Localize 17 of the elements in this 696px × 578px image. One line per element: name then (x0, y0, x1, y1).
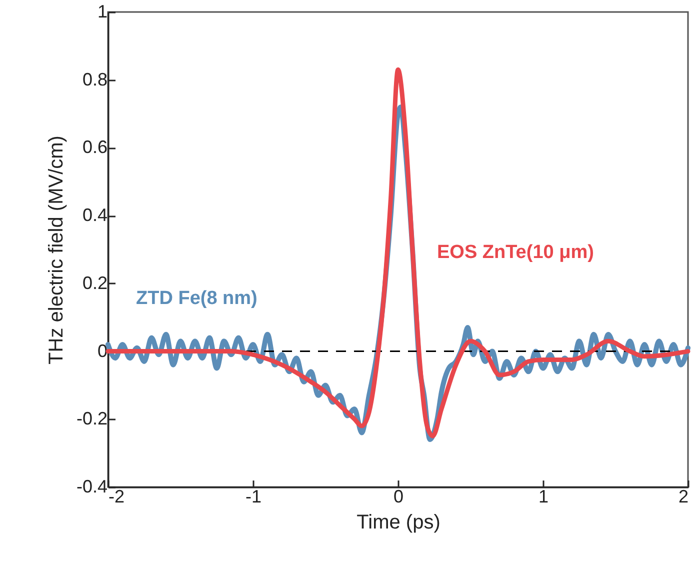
y-tick-label: 1 (97, 2, 108, 22)
x-tick-label: -1 (245, 486, 262, 506)
x-axis-title: Time (ps) (356, 512, 440, 534)
y-axis-title: THz electric field (MV/cm) (45, 136, 68, 364)
y-tick-label: 0 (97, 340, 108, 361)
y-tick-label: 0.2 (82, 272, 108, 293)
y-tick-label: -0.4 (76, 476, 108, 496)
y-tick-label: -0.2 (76, 408, 108, 429)
x-tick-label: 1 (538, 486, 549, 506)
x-tick-label: -2 (108, 486, 125, 506)
series-label: EOS ZnTe(10 μm) (437, 242, 594, 263)
y-tick-label: 0.4 (82, 205, 108, 226)
x-tick-label: 2 (678, 486, 688, 506)
x-tick-label: 0 (393, 486, 404, 506)
series-label: ZTD Fe(8 nm) (136, 288, 258, 309)
y-tick-label: 0.8 (82, 69, 108, 90)
y-tick-label: 0.6 (82, 137, 108, 158)
